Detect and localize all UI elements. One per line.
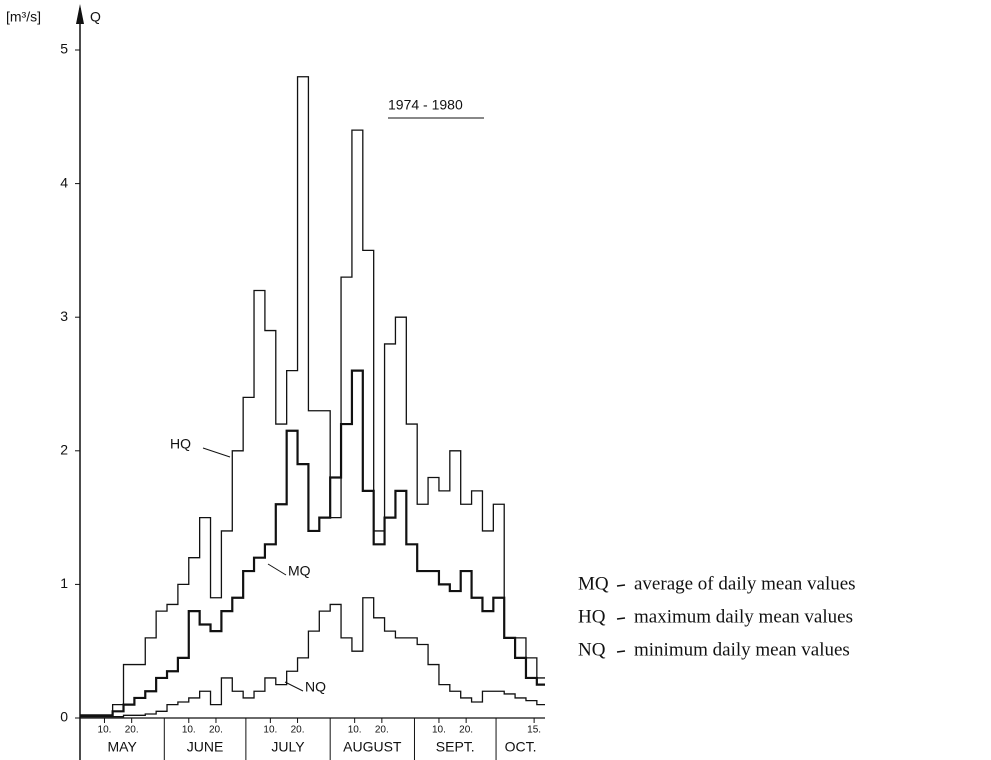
month-label: JUNE <box>187 739 224 755</box>
y-tick-label: 4 <box>60 174 68 190</box>
series-label: NQ <box>305 679 326 695</box>
series-line <box>80 369 545 717</box>
legend-dash <box>616 584 626 587</box>
legend-dash <box>616 650 626 653</box>
legend-name: NQ <box>578 639 606 660</box>
legend-dash <box>616 617 626 620</box>
series-line <box>80 76 545 716</box>
month-label: MAY <box>107 739 137 755</box>
series-leader <box>284 681 304 692</box>
x-tick-label: 10. <box>263 725 277 736</box>
month-label: OCT. <box>505 739 537 755</box>
x-tick-label: 20. <box>125 725 139 736</box>
x-tick-label: 20. <box>291 725 305 736</box>
x-tick-label: 20. <box>375 725 389 736</box>
legend-description: minimum daily mean values <box>634 639 850 660</box>
x-tick-label: 15. <box>527 725 541 736</box>
y-tick-label: 2 <box>60 442 68 458</box>
axis-arrow <box>76 4 84 24</box>
legend-description: average of daily mean values <box>634 573 856 594</box>
month-label: AUGUST <box>343 739 402 755</box>
x-tick-label: 20. <box>209 725 223 736</box>
legend-name: MQ <box>578 573 609 594</box>
y-axis-symbol: Q <box>90 9 101 25</box>
month-label: SEPT. <box>436 739 475 755</box>
x-tick-label: 20. <box>459 725 473 736</box>
y-axis-unit: [m³/s] <box>6 9 41 25</box>
legend-description: maximum daily mean values <box>634 606 853 627</box>
series-leader <box>267 563 287 576</box>
series-label: MQ <box>288 563 311 579</box>
series-leader <box>202 447 231 458</box>
y-tick-label: 0 <box>60 709 68 725</box>
legend-name: HQ <box>578 606 606 627</box>
month-label: JULY <box>271 739 305 755</box>
y-tick-label: 3 <box>60 308 68 324</box>
x-tick-label: 10. <box>182 725 196 736</box>
period-annotation: 1974 - 1980 <box>388 97 463 113</box>
x-tick-label: 10. <box>98 725 112 736</box>
series-label: HQ <box>170 436 191 452</box>
y-tick-label: 1 <box>60 575 68 591</box>
x-tick-label: 10. <box>348 725 362 736</box>
y-tick-label: 5 <box>60 41 68 57</box>
x-tick-label: 10. <box>432 725 446 736</box>
series-line <box>80 597 545 718</box>
